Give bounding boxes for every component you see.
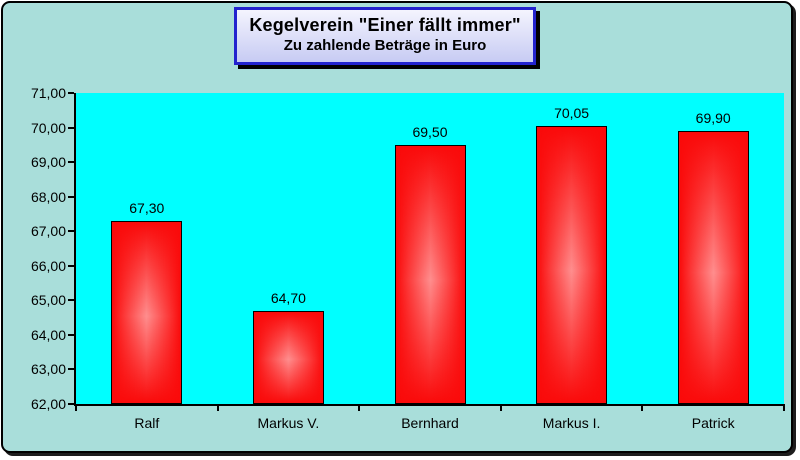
chart-title: Kegelverein "Einer fällt immer" <box>249 15 521 35</box>
x-axis-line <box>74 404 785 406</box>
chart-subtitle: Zu zahlende Beträge in Euro <box>283 37 487 54</box>
chart-title-box: Kegelverein "Einer fällt immer" Zu zahle… <box>234 7 536 65</box>
plot-area <box>76 93 784 404</box>
y-axis-line <box>74 93 76 406</box>
